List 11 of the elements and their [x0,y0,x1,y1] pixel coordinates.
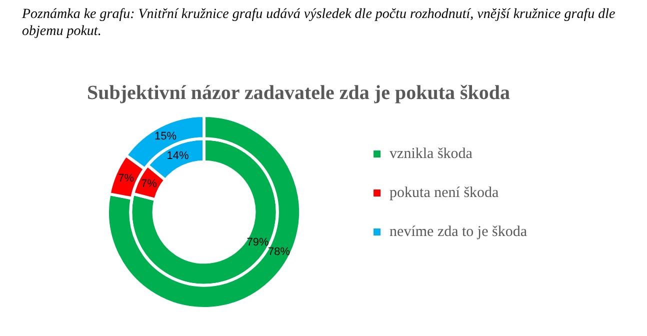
chart-title: Subjektivní názor zadavatele zda je pokuta škoda [86,82,510,104]
data-label: 7% [141,178,158,190]
data-label: 7% [118,172,134,184]
legend-label: pokuta není škoda [390,184,500,201]
data-label: 79% [246,236,270,248]
legend-label: nevíme zda to je škoda [390,224,528,240]
text: Poznámka ke grafu: Vnitřní kružnice grafu udává výsledek dle počtu rozhodnutí, vnější kružnice grafu dle objemu pokut. [22,6,616,40]
data-label: 14% [166,150,189,162]
data-label: 78% [268,246,290,258]
legend-label: vznikla škoda [390,146,473,162]
data-label: 15% [154,130,177,142]
